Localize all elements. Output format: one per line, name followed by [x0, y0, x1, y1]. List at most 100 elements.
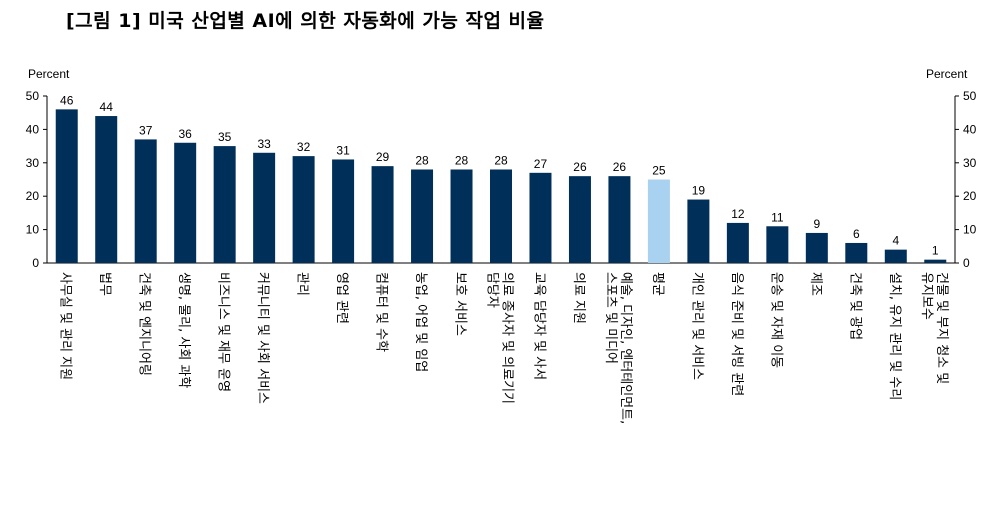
- category-label: 제조: [808, 272, 823, 296]
- category-label-line: 영업 관련: [334, 272, 349, 324]
- value-label: 33: [257, 137, 271, 151]
- category-label-line: 개인 관리 및 서비스: [689, 272, 704, 380]
- y-tick-label-right: 40: [963, 122, 977, 136]
- y-tick-label-left: 30: [26, 156, 40, 170]
- bar: [332, 159, 355, 263]
- category-label: 평균: [650, 272, 665, 296]
- bar: [95, 116, 118, 263]
- category-label: 영업 관련: [334, 272, 349, 324]
- category-label: 생명, 물리, 사회 과학: [176, 272, 191, 388]
- category-label-line: 평균: [650, 272, 665, 296]
- category-label-line: 스포츠 및 미디어: [603, 272, 618, 364]
- value-label: 44: [100, 100, 114, 114]
- bar: [687, 199, 710, 263]
- value-label: 25: [652, 164, 666, 178]
- bar: [845, 242, 868, 263]
- bar: [924, 259, 947, 263]
- y-tick-label-left: 10: [26, 223, 40, 237]
- bar: [726, 222, 749, 263]
- bar: [766, 226, 789, 263]
- y-tick-label-right: 20: [963, 189, 977, 203]
- bar: [253, 152, 276, 263]
- bar: [647, 179, 670, 263]
- category-label: 의료 지원: [571, 272, 586, 324]
- value-label: 4: [892, 234, 899, 248]
- value-label: 27: [534, 157, 548, 171]
- value-label: 11: [771, 210, 784, 224]
- chart-title: [그림 1] 미국 산업별 AI에 의한 자동화에 가능 작업 비율: [66, 10, 545, 32]
- category-label-line: 건축 및 광업: [847, 272, 862, 340]
- value-label: 6: [853, 227, 860, 241]
- category-label-line: 담당자: [485, 272, 500, 308]
- category-label: 교육 담당자 및 사서: [531, 272, 546, 380]
- category-label-line: 교육 담당자 및 사서: [531, 272, 546, 380]
- category-label-line: 건물 및 부지 청소 및: [934, 272, 949, 384]
- category-label: 관리: [295, 272, 310, 296]
- bar: [450, 169, 473, 263]
- y-tick-label-right: 10: [963, 223, 977, 237]
- value-label: 9: [813, 217, 820, 231]
- category-label: 비즈니스 및 재무 운영: [216, 272, 231, 392]
- category-label-line: 보호 서비스: [453, 272, 468, 336]
- value-label: 35: [218, 130, 232, 144]
- category-labels: 사무실 및 관리 지원 법무 건축 및 엔지니어링 생명, 물리, 사회 과학 비즈니스…: [58, 272, 949, 424]
- bar: [292, 156, 315, 263]
- category-label-line: 법무: [97, 272, 112, 296]
- category-label: 건축 및 엔지니어링: [137, 272, 152, 376]
- bar: [529, 172, 552, 263]
- category-label-line: 관리: [295, 272, 310, 296]
- value-label: 1: [932, 244, 939, 258]
- y-tick-label-right: 0: [963, 256, 970, 270]
- category-label-line: 의료 지원: [571, 272, 586, 324]
- category-label-line: 음식 준비 및 서빙 관련: [729, 272, 744, 396]
- bars: [55, 109, 947, 263]
- value-label: 46: [60, 93, 74, 107]
- value-label: 28: [415, 153, 429, 167]
- category-label: 개인 관리 및 서비스: [689, 272, 704, 380]
- category-label: 건축 및 광업: [847, 272, 862, 340]
- bar: [805, 232, 828, 263]
- y-tick-label-left: 20: [26, 189, 40, 203]
- category-label: 커뮤니티 및 사회 서비스: [255, 272, 270, 404]
- bar: [411, 169, 434, 263]
- category-label-line: 운송 및 자재 이동: [768, 272, 783, 368]
- bar: [884, 249, 907, 263]
- category-label-line: 생명, 물리, 사회 과학: [176, 272, 191, 388]
- category-label: 설치, 유지 관리 및 수리: [887, 272, 902, 400]
- bar: [608, 176, 631, 263]
- value-label: 29: [376, 150, 390, 164]
- value-label: 32: [297, 140, 311, 154]
- category-label-line: 농업, 어업 및 임업: [413, 272, 428, 372]
- y-axis-unit-right: Percent: [926, 67, 968, 81]
- y-axis-unit-left: Percent: [28, 67, 70, 81]
- y-tick-label-left: 0: [32, 256, 39, 270]
- value-label: 26: [613, 160, 627, 174]
- category-label-line: 제조: [808, 272, 823, 296]
- value-labels: 46 44 37 36 35 33 32 31 29 28 28 28 27 26 26 25 19 12 11 9 6…: [60, 93, 939, 257]
- category-label: 예술, 디자인, 엔터테인먼트,스포츠 및 미디어: [603, 272, 633, 424]
- category-label: 농업, 어업 및 임업: [413, 272, 428, 372]
- bar: [213, 146, 236, 263]
- y-tick-label-left: 40: [26, 122, 40, 136]
- category-label: 보호 서비스: [453, 272, 468, 336]
- value-label: 19: [692, 184, 706, 198]
- value-label: 28: [494, 153, 508, 167]
- category-label-line: 의료 종사자 및 의료기기: [500, 272, 515, 404]
- category-label: 음식 준비 및 서빙 관련: [729, 272, 744, 396]
- bar: [490, 169, 512, 263]
- category-label-line: 커뮤니티 및 사회 서비스: [255, 272, 270, 404]
- bar: [371, 166, 394, 263]
- value-label: 28: [455, 153, 469, 167]
- category-label: 법무: [97, 272, 112, 296]
- bar: [134, 139, 157, 263]
- bar: [55, 109, 78, 263]
- category-label: 컴퓨터 및 수학: [374, 272, 389, 352]
- y-tick-label-right: 50: [963, 89, 977, 103]
- category-label-line: 예술, 디자인, 엔터테인먼트,: [618, 272, 633, 424]
- category-label: 사무실 및 관리 지원: [58, 272, 73, 380]
- value-label: 26: [573, 160, 587, 174]
- value-label: 37: [139, 123, 153, 137]
